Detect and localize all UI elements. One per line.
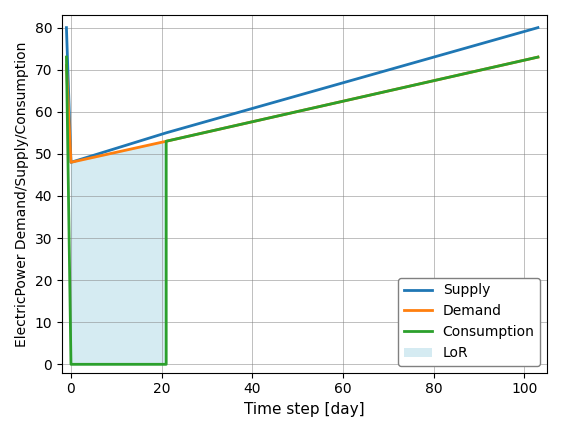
- Line: Consumption: Consumption: [66, 57, 538, 364]
- Line: Demand: Demand: [66, 57, 538, 162]
- Consumption: [534, 54, 541, 60]
- Demand: [163, 139, 170, 144]
- Y-axis label: ElectricPower Demand/Supply/Consumption: ElectricPower Demand/Supply/Consumption: [15, 41, 29, 346]
- Supply: [534, 25, 541, 30]
- Consumption: [63, 54, 70, 60]
- Consumption: [67, 362, 74, 367]
- Demand: [67, 160, 74, 165]
- Legend: Supply, Demand, Consumption, LoR: Supply, Demand, Consumption, LoR: [398, 278, 540, 366]
- Demand: [534, 54, 541, 60]
- Demand: [63, 63, 70, 68]
- Consumption: [163, 139, 170, 144]
- Line: Supply: Supply: [66, 28, 538, 162]
- X-axis label: Time step [day]: Time step [day]: [244, 402, 365, 417]
- Supply: [67, 160, 74, 165]
- Consumption: [163, 362, 170, 367]
- Supply: [163, 130, 170, 135]
- Supply: [63, 25, 70, 30]
